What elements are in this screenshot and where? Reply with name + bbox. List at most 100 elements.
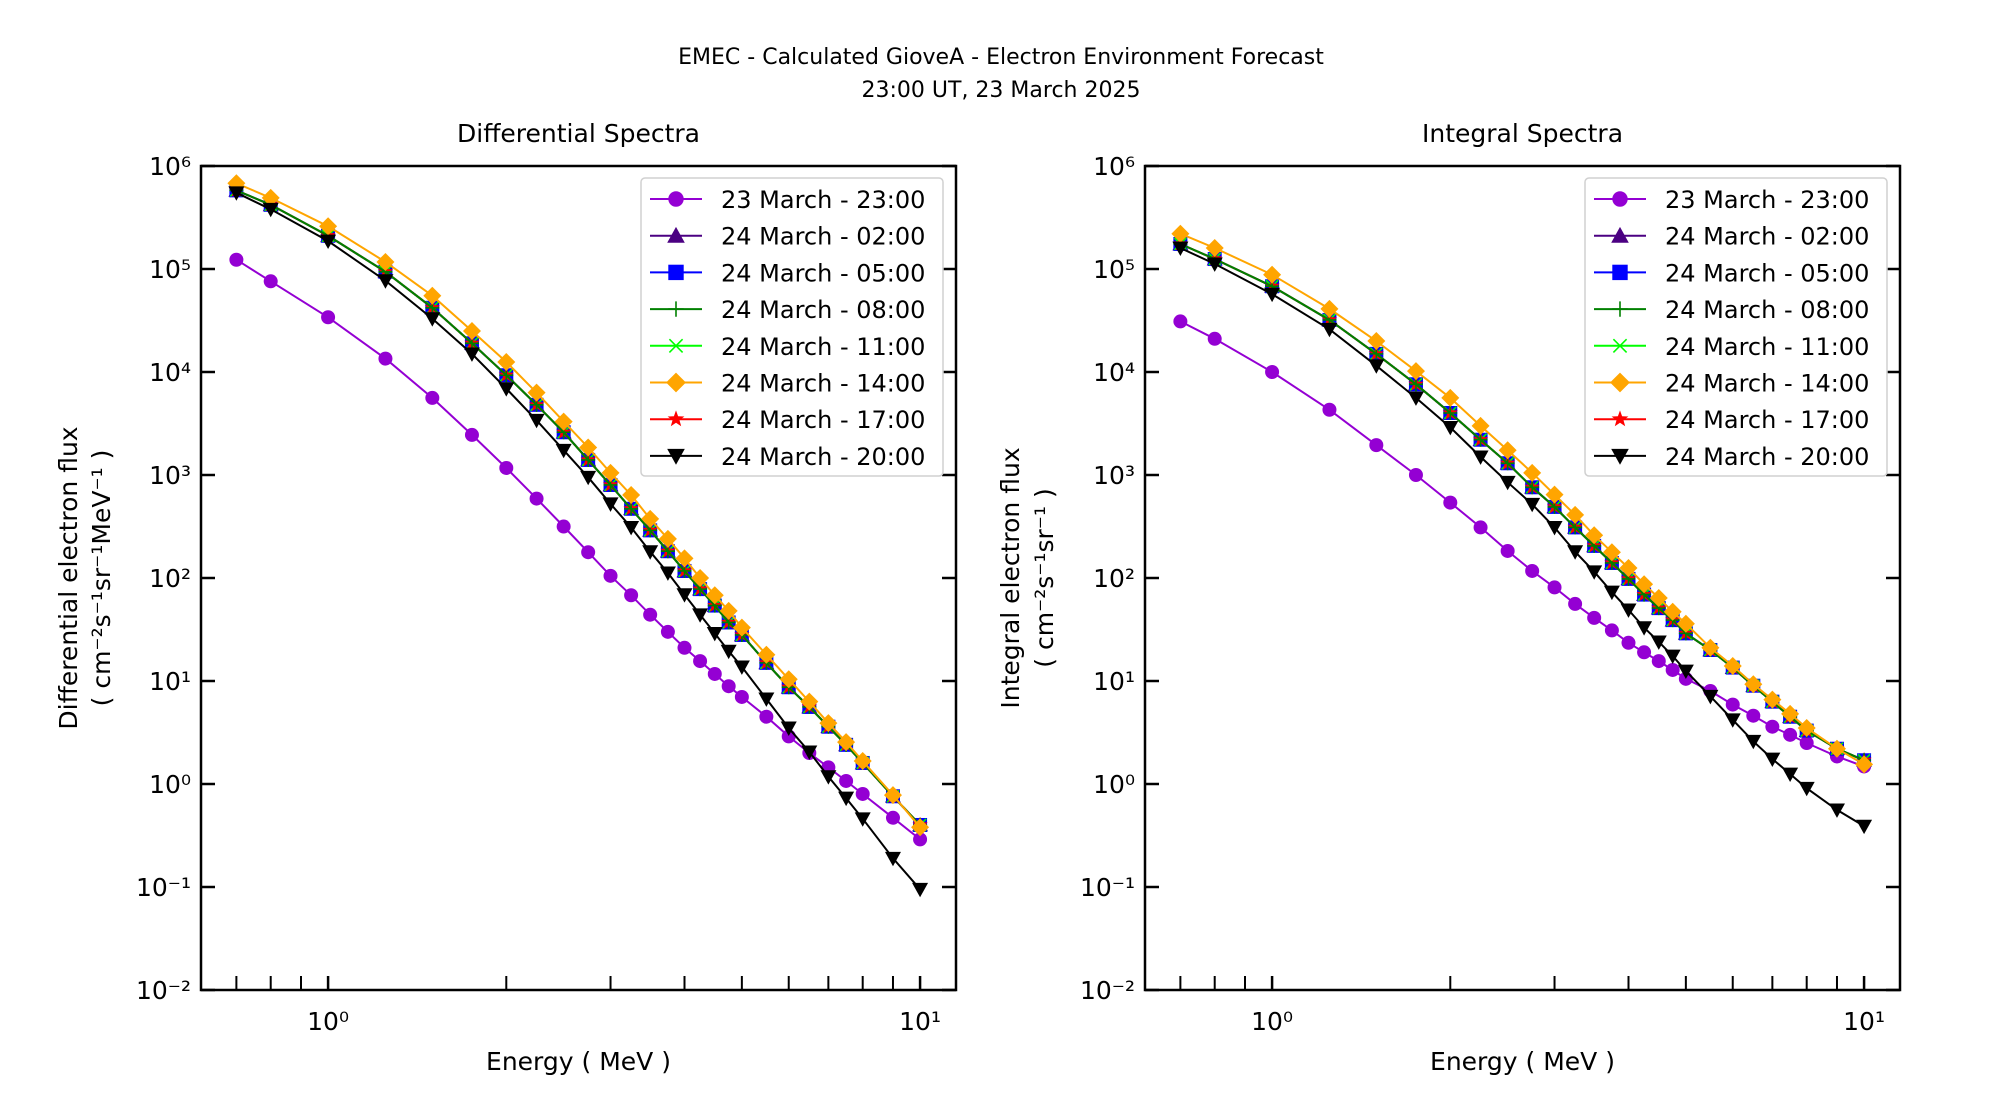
integral-spectra-panel: Integral Spectra 10⁶ 10⁵ 10⁴ 10³ 10² 10¹ 10⁰ 10⁻… bbox=[996, 119, 1902, 1076]
data-point bbox=[1723, 656, 1742, 675]
data-point bbox=[720, 644, 737, 660]
data-point bbox=[261, 188, 280, 207]
data-point bbox=[497, 353, 516, 372]
data-point bbox=[1205, 238, 1224, 257]
figure-title: EMEC - Calculated GioveA - Electron Envi… bbox=[678, 45, 1324, 70]
y-tick-label: 10⁻¹ bbox=[136, 873, 191, 902]
data-point bbox=[659, 566, 676, 581]
legend-marker-square-icon bbox=[1612, 264, 1628, 281]
data-point bbox=[721, 679, 736, 694]
y-tick-label: 10⁶ bbox=[1093, 152, 1135, 181]
legend-item: 24 March - 20:00 bbox=[1594, 443, 1869, 471]
legend-item: 24 March - 11:00 bbox=[1594, 333, 1869, 361]
data-point bbox=[1602, 543, 1621, 562]
y-axis-label-units: ( cm⁻²s⁻¹sr⁻¹ ) bbox=[1030, 488, 1059, 667]
data-point bbox=[499, 460, 514, 475]
legend-marker-x-icon bbox=[668, 338, 684, 353]
data-point bbox=[885, 810, 900, 825]
data-point bbox=[643, 607, 658, 622]
data-point bbox=[838, 791, 855, 807]
data-point bbox=[555, 443, 572, 459]
data-point bbox=[1664, 649, 1681, 664]
data-point bbox=[1828, 803, 1845, 818]
legend-label: 24 March - 11:00 bbox=[1665, 333, 1869, 361]
data-point bbox=[423, 286, 442, 305]
legend-item: 23 March - 23:00 bbox=[1594, 186, 1869, 214]
data-point bbox=[1701, 638, 1720, 657]
data-point bbox=[1856, 819, 1873, 835]
legend-box bbox=[640, 177, 944, 477]
data-point bbox=[1473, 520, 1488, 535]
data-point bbox=[1545, 485, 1564, 504]
data-point bbox=[1471, 416, 1490, 435]
data-point bbox=[581, 545, 596, 560]
y-tick-label: 10⁰ bbox=[149, 770, 191, 799]
data-point bbox=[527, 383, 546, 402]
data-point bbox=[1621, 635, 1636, 650]
y-tick-label: 10⁻² bbox=[136, 976, 191, 1005]
data-point bbox=[1525, 480, 1540, 495]
data-point bbox=[623, 520, 640, 536]
data-point bbox=[854, 812, 871, 827]
data-point bbox=[732, 618, 751, 637]
data-point bbox=[912, 882, 929, 898]
data-point bbox=[1473, 432, 1488, 447]
data-point bbox=[1827, 739, 1846, 758]
y-tick-label: 10² bbox=[1093, 564, 1135, 593]
legend-item: 24 March - 08:00 bbox=[650, 296, 925, 324]
differential-spectra-panel: Differential Spectra 10⁶ 10⁵ 10⁴ 10³ 10² 10¹ 10… bbox=[54, 119, 958, 1076]
data-point bbox=[1566, 505, 1585, 524]
data-point bbox=[1587, 610, 1602, 625]
y-tick-label: 10¹ bbox=[149, 667, 191, 696]
data-point bbox=[554, 412, 573, 431]
data-point bbox=[676, 588, 693, 603]
legend-label: 24 March - 17:00 bbox=[721, 406, 925, 434]
subplot-title: Integral Spectra bbox=[1422, 119, 1623, 148]
data-point bbox=[601, 463, 620, 482]
y-tick-label: 10³ bbox=[149, 461, 191, 490]
legend-marker-plus-icon bbox=[1612, 301, 1628, 317]
data-point bbox=[839, 773, 854, 788]
data-point bbox=[624, 501, 639, 516]
legend-label: 24 March - 14:00 bbox=[721, 370, 925, 398]
data-point bbox=[1620, 603, 1637, 618]
data-point bbox=[1604, 623, 1619, 638]
data-point bbox=[837, 733, 856, 752]
y-tick-label: 10⁻² bbox=[1080, 976, 1135, 1005]
data-point bbox=[556, 519, 571, 534]
y-tick-label: 10⁵ bbox=[149, 255, 191, 284]
data-point bbox=[1781, 704, 1800, 723]
legend-item: 24 March - 11:00 bbox=[650, 333, 925, 361]
series-24-march---2000 bbox=[228, 186, 929, 898]
data-point bbox=[580, 470, 597, 486]
data-point bbox=[719, 601, 738, 620]
data-point bbox=[1172, 241, 1189, 256]
data-point bbox=[1649, 588, 1668, 607]
legend-label: 24 March - 05:00 bbox=[1665, 259, 1869, 287]
data-point bbox=[319, 217, 338, 236]
y-tick-label: 10⁴ bbox=[1093, 358, 1135, 387]
data-point bbox=[1568, 596, 1583, 611]
data-point bbox=[757, 645, 776, 664]
data-point bbox=[1265, 365, 1280, 379]
data-point bbox=[1523, 463, 1542, 482]
legend-marker-triangle-up-icon bbox=[667, 226, 685, 243]
y-tick-label: 10³ bbox=[1093, 461, 1135, 490]
data-point bbox=[1264, 287, 1281, 303]
y-axis-label: Integral electron flux bbox=[996, 447, 1025, 708]
data-point bbox=[1764, 752, 1781, 767]
data-point bbox=[1441, 388, 1460, 407]
legend-marker-triangle-up-icon bbox=[1611, 226, 1629, 243]
data-point bbox=[1368, 359, 1385, 374]
data-point bbox=[622, 485, 641, 504]
data-point bbox=[780, 721, 797, 736]
legend-item: 24 March - 05:00 bbox=[650, 259, 925, 287]
data-point bbox=[1546, 520, 1563, 536]
data-point bbox=[228, 186, 245, 201]
legend-item: 23 March - 23:00 bbox=[650, 186, 925, 214]
data-point bbox=[1442, 420, 1459, 436]
data-point bbox=[1724, 713, 1741, 728]
data-point bbox=[1500, 543, 1515, 558]
x-axis-label: Energy ( MeV ) bbox=[486, 1047, 671, 1076]
data-point bbox=[378, 351, 393, 366]
